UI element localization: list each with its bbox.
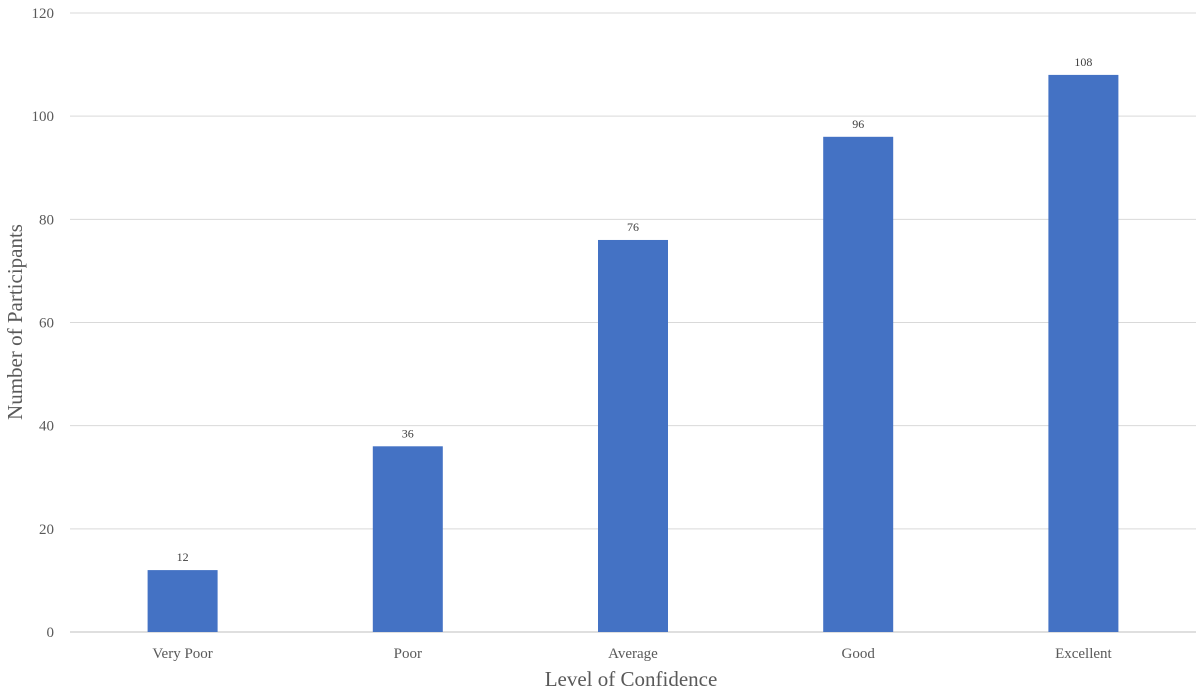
data-label: 36 bbox=[402, 426, 414, 440]
x-tick-label: Poor bbox=[394, 646, 422, 662]
x-axis-tick-labels: Very Poor Poor Average Good Excellent bbox=[152, 646, 1112, 662]
data-label: 76 bbox=[627, 220, 639, 234]
x-tick-label: Very Poor bbox=[152, 646, 212, 662]
data-label: 96 bbox=[852, 117, 864, 131]
bar bbox=[147, 570, 218, 632]
y-axis-title: Number of Participants bbox=[3, 224, 27, 420]
y-axis-tick-labels: 0 20 40 60 80 100 120 bbox=[32, 6, 55, 641]
y-tick-label: 60 bbox=[39, 316, 54, 332]
y-tick-label: 100 bbox=[32, 109, 55, 125]
bar bbox=[372, 446, 443, 632]
data-labels: 12 36 76 96 108 bbox=[177, 55, 1093, 564]
y-tick-label: 0 bbox=[47, 625, 55, 641]
x-tick-label: Good bbox=[842, 646, 876, 662]
bar bbox=[1048, 74, 1119, 632]
y-tick-label: 80 bbox=[39, 212, 54, 228]
bars bbox=[147, 74, 1119, 633]
y-tick-label: 40 bbox=[39, 419, 54, 435]
bar bbox=[598, 239, 668, 632]
data-label: 12 bbox=[177, 550, 189, 564]
y-tick-label: 120 bbox=[32, 6, 55, 22]
bar bbox=[823, 136, 894, 633]
x-tick-label: Excellent bbox=[1055, 646, 1112, 662]
data-label: 108 bbox=[1074, 55, 1092, 69]
x-axis-title: Level of Confidence bbox=[545, 667, 718, 688]
x-tick-label: Average bbox=[608, 646, 658, 662]
y-tick-label: 20 bbox=[39, 522, 54, 538]
